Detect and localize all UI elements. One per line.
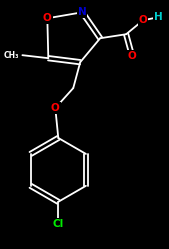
Text: N: N: [78, 7, 87, 17]
Text: Cl: Cl: [53, 219, 64, 229]
Text: H: H: [154, 12, 162, 22]
Text: O: O: [43, 13, 52, 23]
Text: O: O: [139, 15, 147, 25]
Text: O: O: [51, 103, 60, 113]
Text: CH₃: CH₃: [4, 51, 19, 60]
Text: O: O: [128, 51, 137, 61]
